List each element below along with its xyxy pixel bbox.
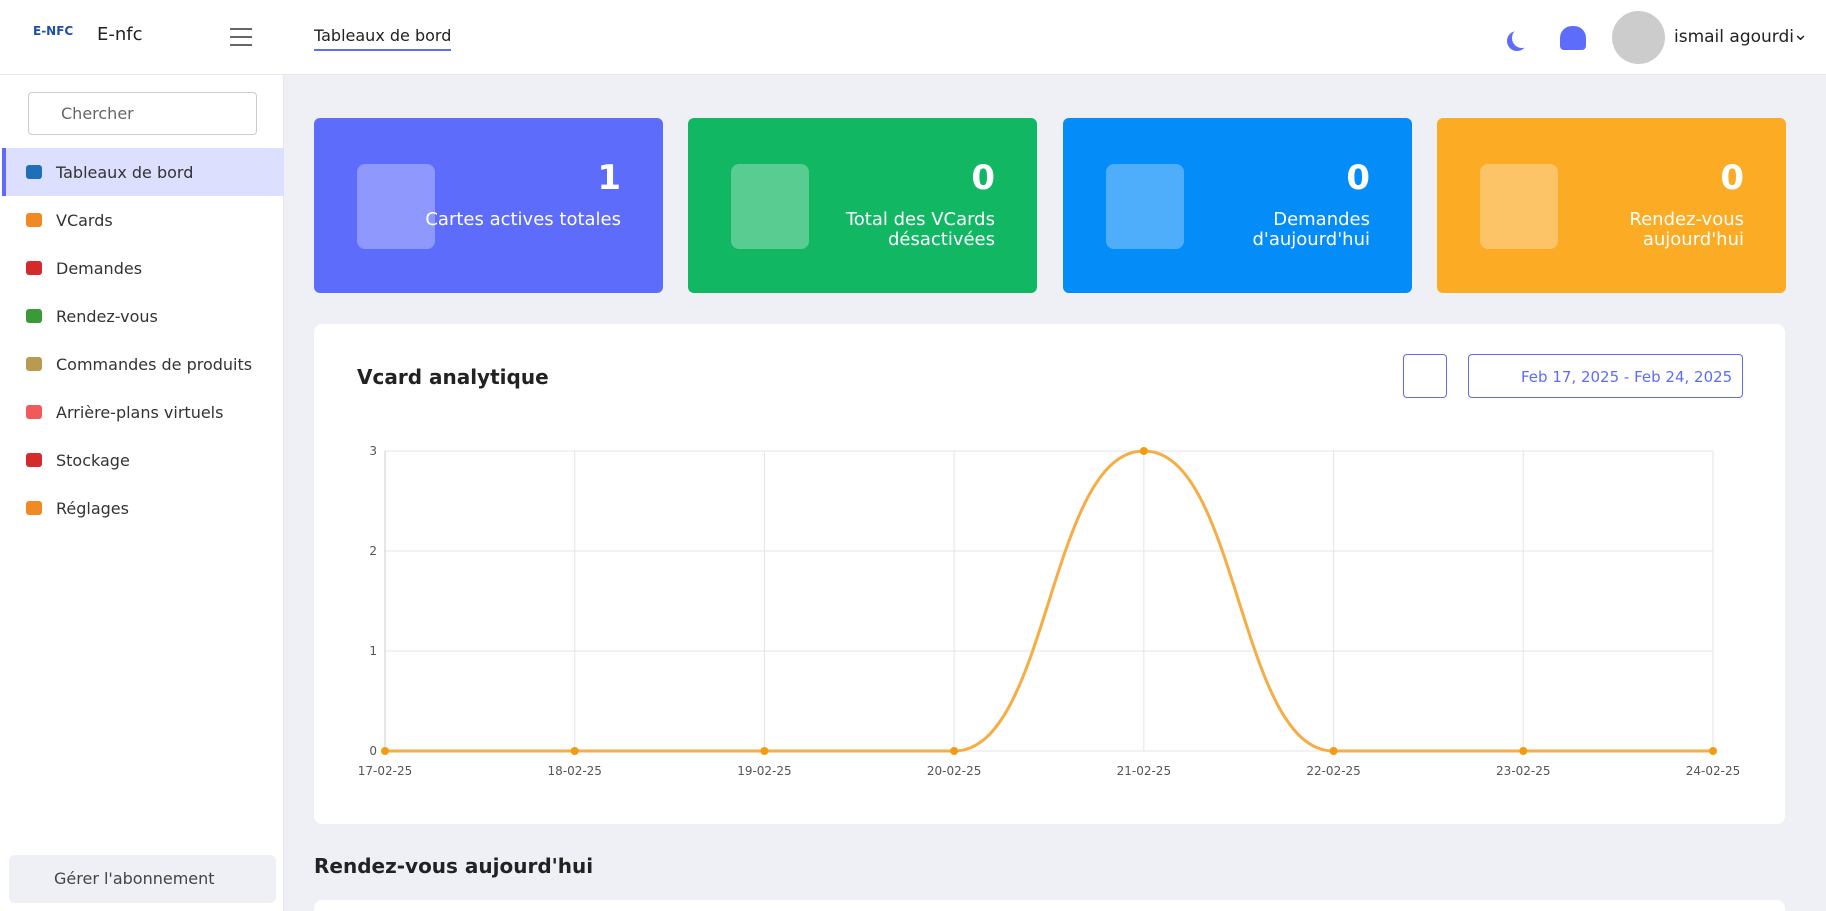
x-tick-label: 19-02-25 <box>737 764 791 778</box>
dropdown-arrow[interactable]: ⌄ <box>1793 24 1809 45</box>
menu-toggle[interactable] <box>230 28 252 46</box>
appointments-card <box>314 900 1785 911</box>
logo: E-NFC <box>33 24 74 38</box>
nav-label: Réglages <box>56 498 129 518</box>
point <box>760 747 769 755</box>
nav-icon <box>26 405 42 419</box>
nav-label: Demandes <box>56 258 143 278</box>
stat-value: 0 <box>971 158 995 198</box>
point <box>1329 747 1338 755</box>
point <box>381 747 389 755</box>
nav-label: Stockage <box>56 450 130 470</box>
nav-label: Arrière-plans virtuels <box>56 402 224 422</box>
point <box>1139 447 1148 455</box>
nav-item[interactable]: Demandes <box>2 244 284 292</box>
x-tick-label: 20-02-25 <box>927 764 981 778</box>
chart-title: Vcard analytique <box>357 365 549 389</box>
nav-label: VCards <box>56 210 113 230</box>
point <box>1519 747 1528 755</box>
nav-label: Tableaux de bord <box>56 162 194 182</box>
stat-card: 0 Total des VCards désactivées <box>688 118 1037 293</box>
user-name[interactable]: ismail agourdi <box>1674 27 1794 47</box>
stat-value: 0 <box>1346 158 1370 198</box>
stat-label: Rendez-vous aujourd'hui <box>1629 209 1744 250</box>
nav-item[interactable]: VCards <box>2 196 284 244</box>
x-tick-label: 22-02-25 <box>1306 764 1360 778</box>
stat-card: 0 Rendez-vous aujourd'hui <box>1437 118 1786 293</box>
nav-icon <box>26 165 42 179</box>
stat-label: Demandes d'aujourd'hui <box>1252 209 1370 250</box>
sidebar: Chercher Tableaux de bord VCards Demandes R… <box>0 75 284 911</box>
point <box>1709 747 1717 755</box>
section-title: Rendez-vous aujourd'hui <box>314 854 594 878</box>
stat-card: 1 Cartes actives totales <box>314 118 663 293</box>
nav-icon <box>26 261 42 275</box>
nav-item[interactable]: Tableaux de bord <box>2 148 284 196</box>
nav-item[interactable]: Stockage <box>2 436 284 484</box>
x-tick-label: 24-02-25 <box>1686 764 1740 778</box>
tab[interactable]: Tableaux de bord <box>314 26 452 51</box>
nav-icon <box>26 501 42 515</box>
point <box>570 747 579 755</box>
x-tick-label: 17-02-25 <box>358 764 412 778</box>
user-icon[interactable] <box>1560 26 1586 50</box>
subscription-label: Gérer l'abonnement <box>54 869 215 888</box>
date-range-button[interactable]: Feb 17, 2025 - Feb 24, 2025 <box>1468 354 1743 398</box>
y-tick-label: 3 <box>369 444 377 458</box>
stat-icon <box>357 164 435 249</box>
stat-label: Total des VCards désactivées <box>845 209 995 250</box>
y-tick-label: 0 <box>369 744 377 758</box>
nav-icon <box>26 213 42 227</box>
stat-card: 0 Demandes d'aujourd'hui <box>1063 118 1412 293</box>
stat-icon <box>1106 164 1184 249</box>
stat-label: Cartes actives totales <box>425 209 621 230</box>
stat-value: 0 <box>1720 158 1744 198</box>
stat-icon <box>731 164 809 249</box>
stat-value: 1 <box>597 158 621 198</box>
point <box>950 747 959 755</box>
subscription-button[interactable]: Gérer l'abonnement <box>9 855 276 903</box>
search-placeholder: Chercher <box>61 104 134 123</box>
search-box[interactable]: Chercher <box>28 92 257 135</box>
avatar[interactable] <box>1612 11 1665 64</box>
chart-card: Vcard analytique Feb 17, 2025 - Feb 24, … <box>314 324 1785 824</box>
chart-type-button[interactable] <box>1403 354 1447 398</box>
theme-toggle[interactable] <box>1512 28 1532 48</box>
brand: E-nfc <box>97 24 143 45</box>
x-tick-label: 23-02-25 <box>1496 764 1550 778</box>
stat-icon <box>1480 164 1558 249</box>
chart: 0 1 2 3 17-02-25 18-02-25 19-02-25 20-02-25 21-0… <box>358 444 1740 778</box>
nav-item[interactable]: Réglages <box>2 484 284 532</box>
nav-item[interactable]: Arrière-plans virtuels <box>2 388 284 436</box>
x-tick-label: 21-02-25 <box>1117 764 1171 778</box>
nav-icon <box>26 357 42 371</box>
date-range: Feb 17, 2025 - Feb 24, 2025 <box>1521 368 1733 386</box>
nav-label: Commandes de produits <box>56 354 253 374</box>
nav-icon <box>26 309 42 323</box>
nav-label: Rendez-vous <box>56 306 158 326</box>
nav-item[interactable]: Commandes de produits <box>2 340 284 388</box>
nav-icon <box>26 453 42 467</box>
y-tick-label: 2 <box>369 544 377 558</box>
top-bar: E-NFC E-nfc Tableaux de bord ismail agou… <box>0 0 1826 75</box>
nav-item[interactable]: Rendez-vous <box>2 292 284 340</box>
line <box>385 449 1713 753</box>
x-tick-label: 18-02-25 <box>547 764 601 778</box>
y-tick-label: 1 <box>369 644 377 658</box>
